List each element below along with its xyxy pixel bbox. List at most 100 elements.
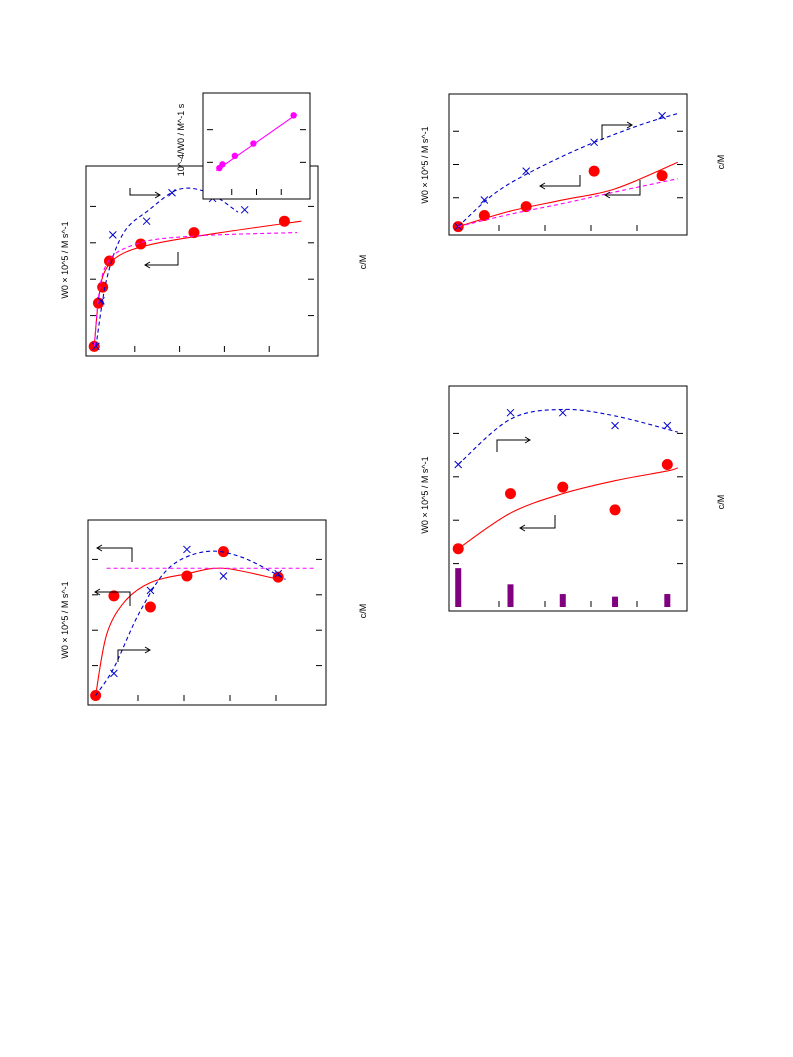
- arrow-left-icon: [145, 252, 179, 266]
- panel-d-xlabel: c/M: [716, 495, 726, 510]
- arrow-right-head-icon: [144, 646, 151, 654]
- data-point-cross: [92, 342, 100, 351]
- arrow-right-head-icon: [524, 436, 531, 444]
- data-point-cross: [506, 408, 515, 417]
- panel-a-xlabel: c/M: [358, 255, 368, 270]
- data-point: [135, 238, 147, 250]
- panel-a-arrows: [129, 188, 179, 269]
- panel-d-frame: [448, 385, 688, 612]
- arrow-right-icon: [601, 124, 632, 140]
- series-0-fit-line: [458, 161, 678, 228]
- arrow-left-head-icon: [94, 588, 101, 596]
- data-point: [520, 201, 532, 213]
- data-point-cross: [658, 111, 666, 120]
- data-point: [505, 488, 516, 500]
- arrow-left-head-icon: [96, 544, 103, 552]
- data-point-cross: [97, 296, 105, 305]
- data-point-cross: [274, 569, 283, 578]
- panel-a: W0 × 10^5 / M s^-1 c/M 10^-4/W0 / M^-1 s: [60, 92, 368, 357]
- arrow-left-head-icon: [144, 261, 151, 269]
- data-point-cross: [590, 138, 598, 147]
- data-bar: [559, 594, 566, 607]
- data-point-cross: [663, 421, 672, 430]
- data-bar: [664, 594, 671, 607]
- data-bar: [507, 584, 514, 607]
- series-1-fit-line: [95, 187, 239, 347]
- arrow-left-icon: [97, 547, 133, 562]
- data-bar: [612, 596, 619, 607]
- arrow-left-head-icon: [539, 182, 546, 190]
- data-point-cross: [146, 586, 155, 595]
- data-point: [250, 140, 257, 147]
- data-point-cross: [183, 545, 191, 554]
- panel-d-ylabel: W0 × 10^5 / M s^-1: [420, 456, 430, 533]
- panel-b-frame: [448, 93, 688, 236]
- series-1-fit-line: [457, 408, 678, 465]
- panel-a-inset-ylabel: 10^-4/W0 / M^-1 s: [176, 103, 186, 176]
- data-point: [181, 570, 193, 582]
- data-point: [103, 255, 115, 267]
- panel-a-plot: [88, 187, 314, 352]
- panel-b: W0 × 10^5 / M s^-1 c/M: [420, 93, 726, 236]
- data-point: [452, 543, 464, 555]
- series-2-fit-line: [458, 178, 678, 228]
- data-point-cross: [522, 167, 531, 176]
- series-0-fit-line: [95, 567, 279, 696]
- data-point: [661, 458, 673, 470]
- data-point: [656, 170, 668, 182]
- data-point-cross: [480, 196, 489, 204]
- panel-d-arrows: [496, 436, 556, 532]
- data-point-cross: [168, 188, 176, 197]
- arrow-left-icon: [520, 515, 556, 529]
- data-point: [557, 481, 569, 493]
- data-point-cross: [108, 230, 117, 239]
- series-0-fit-line: [457, 467, 678, 550]
- arrow-left-icon: [605, 180, 641, 196]
- data-point-cross: [110, 669, 118, 678]
- data-point-cross: [454, 460, 463, 469]
- data-point-cross: [142, 217, 151, 226]
- panel-c-ylabel: W0 × 10^5 / M s^-1: [60, 581, 70, 658]
- panel-c-xlabel: c/M: [358, 604, 368, 619]
- panel-c-arrows: [94, 544, 151, 662]
- panel-b-arrows: [539, 121, 641, 199]
- data-point: [588, 165, 600, 177]
- data-point: [609, 504, 621, 516]
- arrow-right-icon: [117, 649, 150, 662]
- series-1-fit-line: [95, 550, 286, 696]
- arrow-right-head-icon: [154, 191, 161, 199]
- data-point: [188, 227, 200, 239]
- data-point: [219, 161, 226, 168]
- arrow-right-head-icon: [626, 121, 633, 129]
- panel-a-frame: [85, 165, 319, 357]
- arrow-left-head-icon: [604, 191, 611, 199]
- panel-d: W0 × 10^5 / M s^-1 c/M: [420, 385, 726, 612]
- data-bar: [455, 568, 462, 607]
- data-point-cross: [454, 222, 463, 231]
- data-point: [97, 281, 109, 293]
- arrow-right-icon: [496, 439, 530, 452]
- data-point: [144, 601, 156, 613]
- panel-d-plot: [452, 408, 683, 607]
- data-point: [290, 112, 297, 119]
- panel-a-inset-plot: [207, 112, 306, 195]
- panel-c-frame: [87, 519, 327, 706]
- data-point: [272, 571, 284, 583]
- data-point-cross: [611, 421, 619, 430]
- arrow-left-head-icon: [519, 524, 526, 532]
- data-point-cross: [219, 572, 228, 580]
- data-point: [278, 215, 290, 227]
- data-point-cross: [240, 205, 249, 214]
- panel-a-ylabel: W0 × 10^5 / M s^-1: [60, 221, 70, 298]
- arrow-right-icon: [129, 188, 160, 196]
- series-1-fit-line: [457, 112, 678, 227]
- panel-b-xlabel: c/M: [716, 155, 726, 170]
- arrow-left-icon: [95, 591, 131, 606]
- series-2-fit-line: [93, 232, 298, 347]
- series-0-fit-line: [93, 220, 302, 347]
- arrow-left-icon: [540, 175, 581, 187]
- data-point: [478, 209, 490, 221]
- data-point: [108, 590, 120, 602]
- panel-a-inset-frame: [202, 92, 311, 200]
